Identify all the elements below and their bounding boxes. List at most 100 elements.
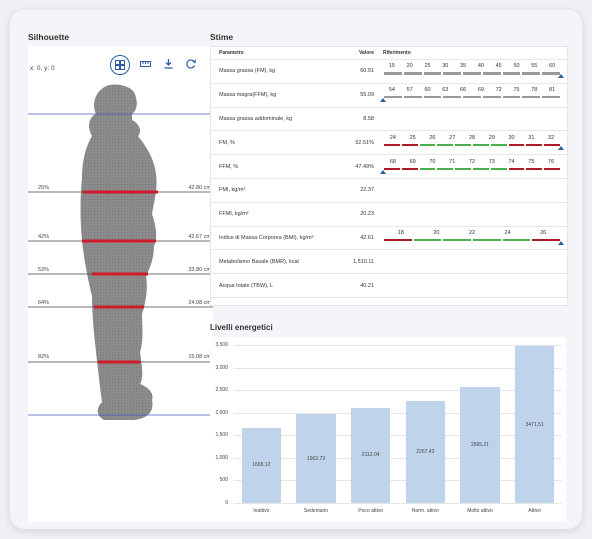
ref-segment bbox=[443, 96, 462, 99]
table-row: Acqua totale (TBW), L 40.21 bbox=[211, 273, 567, 298]
stime-panel: Parametro Valore Riferimento Massa grass… bbox=[210, 46, 568, 306]
ref-tick: 60 bbox=[424, 87, 431, 94]
ruler-icon[interactable] bbox=[137, 56, 153, 72]
body-silhouette bbox=[28, 84, 213, 420]
ref-segment bbox=[403, 72, 422, 75]
grid-icon[interactable] bbox=[110, 55, 130, 75]
param-value: 40.21 bbox=[334, 273, 379, 298]
ref-segment bbox=[482, 96, 501, 99]
param-value: 47.49% bbox=[334, 154, 379, 179]
ref-segment bbox=[482, 72, 501, 75]
ref-tick: 27 bbox=[449, 134, 456, 141]
table-row: FFM, % 47.49% 68 69 70 71 72 73 74 75 76 bbox=[211, 154, 567, 179]
ref-tick: 69 bbox=[409, 158, 416, 165]
param-value: 22.37 bbox=[334, 178, 379, 203]
ref-tick: 81 bbox=[549, 87, 556, 94]
silhouette-shape bbox=[80, 84, 157, 420]
ref-segment bbox=[532, 238, 560, 242]
y-tick-label: 3,000 bbox=[215, 364, 228, 371]
ref-tick: 30 bbox=[442, 63, 449, 70]
ref-marker bbox=[558, 240, 564, 245]
energy-bar bbox=[514, 346, 555, 503]
x-category-label: Poco attivo bbox=[358, 508, 384, 514]
ref-tick: 24 bbox=[389, 134, 396, 141]
stime-title: Stime bbox=[210, 32, 234, 42]
ref-segment bbox=[455, 143, 471, 146]
ref-marker bbox=[380, 169, 386, 174]
gridline bbox=[234, 457, 562, 459]
ref-segment bbox=[502, 96, 521, 99]
ref-tick: 78 bbox=[531, 87, 538, 94]
bar-value-label: 2565.21 bbox=[470, 442, 490, 449]
ref-segment bbox=[443, 72, 462, 75]
measure-cm: 33.80 cm bbox=[188, 267, 211, 273]
coordinate-readout: x: 0, y: 0 bbox=[30, 65, 55, 72]
gridline bbox=[234, 503, 562, 504]
y-tick-label: 1,000 bbox=[215, 454, 228, 461]
ref-tick: 70 bbox=[429, 158, 436, 165]
y-tick-label: 500 bbox=[219, 477, 228, 484]
ref-segment bbox=[384, 167, 400, 170]
ref-tick: 32 bbox=[548, 134, 555, 141]
ref-segment bbox=[526, 167, 543, 170]
energy-bar bbox=[460, 387, 500, 503]
param-label: Metabolismo Basale (BMR), kcal bbox=[211, 249, 334, 275]
reference-range: 24 25 26 27 28 29 30 31 32 bbox=[379, 130, 567, 156]
ref-tick: 15 bbox=[388, 63, 395, 70]
ref-segment bbox=[401, 143, 418, 146]
measure-pct: 64% bbox=[38, 300, 50, 306]
param-value: 55.09 bbox=[334, 83, 379, 108]
ref-segment bbox=[384, 72, 402, 75]
measure-cm: 15.08 cm bbox=[188, 354, 211, 360]
energy-chart: 0 500 1,000 1,500 2,000 2,500 3,000 3,500 1665.1… bbox=[210, 337, 566, 522]
ref-tick: 76 bbox=[548, 158, 555, 165]
ref-segment bbox=[508, 143, 525, 146]
x-category-label: Attivo bbox=[528, 508, 541, 514]
ref-tick: 30 bbox=[508, 134, 515, 141]
bar-value-label: 2112.04 bbox=[361, 452, 380, 459]
header-ref: Riferimento bbox=[379, 47, 567, 60]
x-category-label: Inattivo bbox=[253, 508, 270, 514]
ref-tick: 73 bbox=[488, 158, 495, 165]
ref-segment bbox=[526, 143, 543, 146]
measure-pct: 42% bbox=[38, 234, 50, 240]
ref-segment bbox=[522, 96, 541, 99]
ref-segment bbox=[423, 96, 442, 99]
ref-segment bbox=[419, 167, 436, 170]
ref-tick: 25 bbox=[409, 134, 416, 141]
ref-segment bbox=[455, 167, 471, 170]
table-row: Massa magra(FFM), kg 55.09 54 57 60 63 66 69 72 7… bbox=[211, 83, 567, 108]
reference-range: 18 20 22 24 26 bbox=[379, 226, 567, 251]
table-row: Metabolismo Basale (BMR), kcal 1,510.11 bbox=[211, 249, 567, 275]
param-value: 8.58 bbox=[334, 107, 379, 132]
reference-range bbox=[379, 202, 567, 227]
table-row: FM, % 52.51% 24 25 26 27 28 29 30 31 32 bbox=[211, 130, 567, 156]
header-value: Valore bbox=[334, 47, 379, 60]
bar-value-label: 3471.51 bbox=[525, 421, 544, 428]
ref-segment bbox=[542, 72, 560, 75]
ref-marker bbox=[558, 74, 564, 79]
ref-marker bbox=[558, 145, 564, 150]
ref-tick: 69 bbox=[477, 87, 484, 94]
download-icon[interactable] bbox=[160, 56, 176, 72]
ref-segment bbox=[544, 143, 560, 146]
gridline bbox=[234, 412, 562, 414]
ref-segment bbox=[490, 143, 507, 146]
param-label: FMI, kg/m² bbox=[211, 178, 334, 203]
measure-cm: 24.08 cm bbox=[188, 300, 211, 306]
bar-value-label: 2267.43 bbox=[416, 448, 435, 455]
table-row: FFMI, kg/m² 20.23 bbox=[211, 202, 567, 227]
ref-segment bbox=[437, 143, 454, 146]
ref-segment bbox=[401, 167, 418, 170]
gridline bbox=[234, 367, 562, 369]
gridline bbox=[234, 390, 562, 392]
ref-tick: 40 bbox=[477, 63, 484, 70]
table-row: Massa grassa (FM), kg 60.91 15 20 25 30 35 40 45… bbox=[211, 59, 567, 84]
ref-segment bbox=[473, 167, 489, 170]
table-row: Indice di Massa Corporea (BMI), kg/m² 42.… bbox=[211, 226, 567, 251]
param-label: Massa grassa addominale, kg bbox=[211, 107, 334, 132]
ref-segment bbox=[502, 238, 531, 242]
y-tick-label: 0 bbox=[225, 500, 228, 506]
ref-tick: 26 bbox=[540, 229, 547, 236]
refresh-icon[interactable] bbox=[183, 56, 199, 72]
